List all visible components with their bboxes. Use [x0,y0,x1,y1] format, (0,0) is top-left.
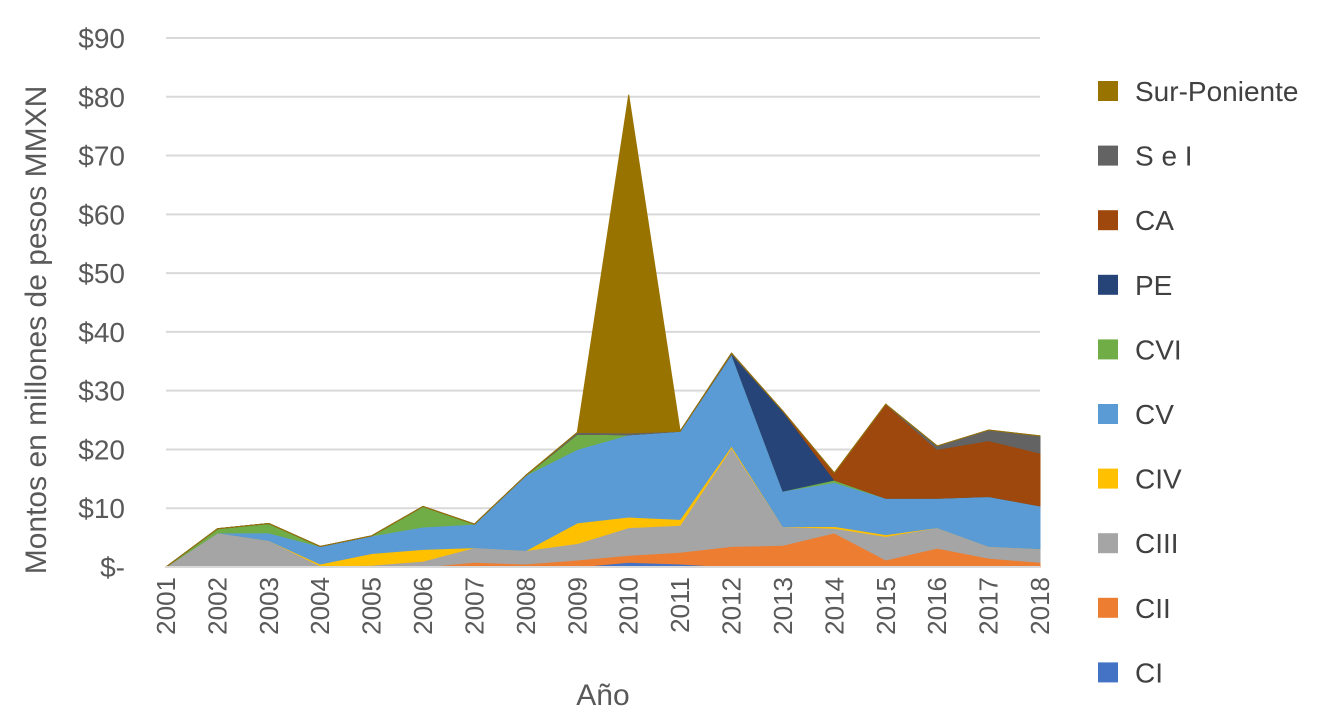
x-tick-label: 2013 [768,577,798,635]
y-axis-title: Montos en millones de pesos MMXN [20,86,53,575]
legend-item-ci: CI [1098,657,1163,688]
legend-label: CV [1135,399,1174,430]
x-axis-title: Año [576,679,629,712]
x-tick-label: 2006 [408,577,438,635]
x-tick-label: 2017 [974,577,1004,635]
legend-label: CVI [1135,334,1182,365]
y-tick-label: $60 [78,199,125,230]
x-tick-label: 2001 [151,577,181,635]
x-tick-label: 2012 [717,577,747,635]
x-tick-label: 2015 [871,577,901,635]
legend-item-cv: CV [1098,399,1174,430]
legend-item-ciii: CIII [1098,528,1179,559]
x-tick-label: 2011 [665,577,695,633]
area-sur-poniente [165,94,1041,568]
y-tick-label: $80 [78,82,125,113]
legend-swatch [1098,533,1118,554]
legend-swatch [1098,274,1118,295]
x-tick-label: 2002 [202,577,232,635]
x-tick-label: 2003 [254,577,284,635]
legend-swatch [1098,404,1118,424]
x-tick-label: 2009 [562,577,592,635]
legend: Sur-Poniente S e I CA PE CVI CV CIV CIII CII CI [1098,76,1298,688]
legend-label: S e I [1135,141,1193,172]
x-tick-label: 2010 [614,577,644,635]
legend-item-civ: CIV [1098,464,1182,495]
y-tick-label: $- [100,552,125,583]
y-axis-ticks: $- $10 $20 $30 $40 $50 $60 $70 $80 $90 [78,23,125,583]
x-tick-label: 2007 [459,577,489,635]
legend-swatch [1098,210,1118,231]
legend-label: CIII [1135,528,1179,559]
legend-swatch [1098,468,1118,489]
legend-label: CIV [1135,464,1182,495]
x-tick-label: 2005 [357,577,387,635]
legend-label: CII [1135,593,1171,624]
x-tick-label: 2014 [819,577,849,635]
y-tick-label: $20 [78,434,125,465]
x-tick-label: 2016 [922,577,952,635]
y-tick-label: $10 [78,493,125,524]
legend-swatch [1098,662,1118,683]
legend-item-pe: PE [1098,270,1172,301]
legend-swatch [1098,597,1118,618]
legend-label: PE [1135,270,1172,301]
series-areas [165,94,1041,568]
legend-item-cii: CII [1098,593,1171,624]
y-tick-label: $90 [78,23,125,54]
y-tick-label: $40 [78,317,125,348]
legend-swatch [1098,81,1118,101]
legend-item-s-e-i: S e I [1098,141,1193,172]
legend-item-ca: CA [1098,205,1174,236]
x-tick-label: 2018 [1025,577,1055,635]
legend-item-cvi: CVI [1098,334,1182,365]
legend-label: CI [1135,657,1163,688]
y-tick-label: $50 [78,258,125,289]
legend-label: CA [1135,205,1174,236]
legend-item-sur-poniente: Sur-Poniente [1098,76,1298,107]
x-axis-ticks: 2001 2002 2003 2004 2005 2006 2007 2008 2009 2010… [151,577,1055,635]
legend-swatch [1098,145,1118,166]
legend-swatch [1098,339,1118,360]
x-tick-label: 2008 [511,577,541,635]
x-tick-label: 2004 [305,577,335,635]
y-tick-label: $70 [78,141,125,172]
legend-label: Sur-Poniente [1135,76,1298,107]
y-tick-label: $30 [78,376,125,407]
